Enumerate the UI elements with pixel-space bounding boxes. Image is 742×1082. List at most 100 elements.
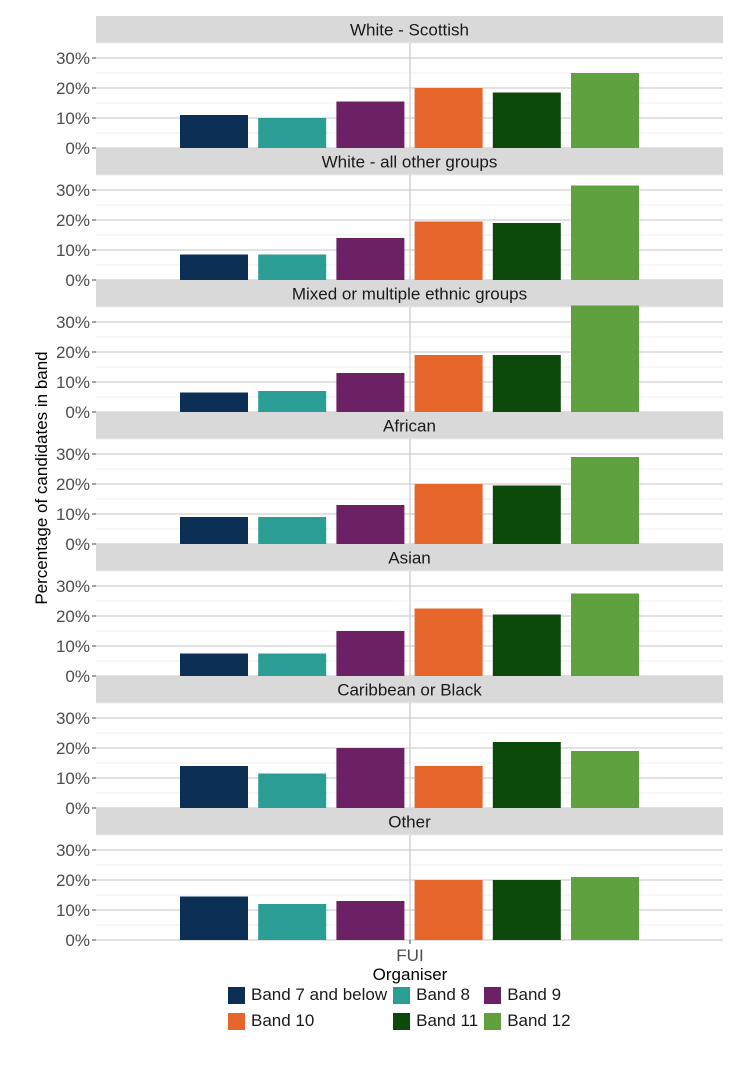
legend-swatch bbox=[228, 986, 245, 1004]
legend-item: Band 11 bbox=[393, 1011, 478, 1031]
y-tick-label: 10% bbox=[56, 637, 90, 656]
legend-item: Band 10 bbox=[228, 1011, 387, 1031]
y-tick-label: 30% bbox=[56, 49, 90, 68]
bar-band-8 bbox=[258, 773, 327, 808]
facet-title: Caribbean or Black bbox=[337, 681, 482, 700]
y-tick-label: 30% bbox=[56, 709, 90, 728]
bar-band-10 bbox=[414, 880, 483, 940]
legend-item: Band 9 bbox=[484, 985, 570, 1005]
y-tick-label: 20% bbox=[56, 607, 90, 626]
legend-item: Band 12 bbox=[484, 1011, 571, 1031]
y-tick-label: 30% bbox=[56, 841, 90, 860]
y-tick-label: 20% bbox=[56, 343, 90, 362]
bar-band-7-and-below bbox=[180, 653, 248, 676]
y-tick-label: 30% bbox=[56, 445, 90, 464]
bar-band-10 bbox=[414, 766, 483, 808]
bar-band-11 bbox=[492, 223, 561, 280]
facet-strip bbox=[96, 148, 723, 175]
y-tick-label: 10% bbox=[56, 109, 90, 128]
bar-band-9 bbox=[336, 748, 405, 808]
legend-label: Band 9 bbox=[507, 985, 562, 1004]
bar-band-12 bbox=[571, 877, 639, 940]
facet-title: White - all other groups bbox=[322, 153, 498, 172]
bar-band-12 bbox=[571, 73, 639, 148]
bar-band-10 bbox=[414, 221, 483, 280]
facet-title: African bbox=[383, 417, 436, 436]
y-tick-label: 20% bbox=[56, 79, 90, 98]
bar-band-9 bbox=[336, 101, 405, 148]
bar-band-9 bbox=[336, 901, 405, 940]
bar-band-7-and-below bbox=[180, 517, 248, 544]
bar-band-11 bbox=[492, 355, 561, 412]
x-axis-title: Organiser bbox=[373, 965, 448, 984]
facet-strip bbox=[96, 544, 723, 571]
facet-title: Asian bbox=[388, 549, 431, 568]
y-tick-label: 20% bbox=[56, 475, 90, 494]
y-tick-label: 0% bbox=[65, 799, 90, 818]
bar-band-12 bbox=[571, 751, 639, 808]
bar-band-10 bbox=[414, 608, 483, 676]
facet-strip bbox=[96, 16, 723, 43]
y-tick-label: 10% bbox=[56, 769, 90, 788]
facet-title: Mixed or multiple ethnic groups bbox=[292, 285, 527, 304]
y-tick-label: 30% bbox=[56, 313, 90, 332]
bar-band-7-and-below bbox=[180, 896, 248, 940]
bar-band-9 bbox=[336, 631, 405, 676]
y-tick-label: 0% bbox=[65, 667, 90, 686]
x-tick-label: FUI bbox=[396, 946, 423, 965]
bar-band-8 bbox=[258, 517, 327, 544]
bar-band-11 bbox=[492, 880, 561, 940]
y-tick-label: 20% bbox=[56, 211, 90, 230]
legend-swatch bbox=[484, 986, 502, 1004]
y-tick-label: 10% bbox=[56, 901, 90, 920]
facet-strip bbox=[96, 676, 723, 703]
y-tick-label: 10% bbox=[56, 241, 90, 260]
bar-band-10 bbox=[414, 484, 483, 544]
y-tick-label: 10% bbox=[56, 505, 90, 524]
bar-band-8 bbox=[258, 118, 327, 148]
bar-band-11 bbox=[492, 742, 561, 808]
y-tick-label: 10% bbox=[56, 373, 90, 392]
facet-strip bbox=[96, 412, 723, 439]
bar-band-11 bbox=[492, 92, 561, 148]
legend-swatch bbox=[484, 1012, 502, 1030]
y-axis-title: Percentage of candidates in band bbox=[32, 351, 51, 604]
bar-band-10 bbox=[414, 88, 483, 148]
facet-title: White - Scottish bbox=[350, 21, 469, 40]
bar-band-9 bbox=[336, 505, 405, 544]
y-tick-label: 0% bbox=[65, 535, 90, 554]
bar-band-7-and-below bbox=[180, 115, 248, 148]
bar-band-12 bbox=[571, 457, 639, 544]
legend-label: Band 8 bbox=[416, 985, 470, 1004]
y-tick-label: 30% bbox=[56, 577, 90, 596]
y-tick-label: 0% bbox=[65, 271, 90, 290]
bar-band-10 bbox=[414, 355, 483, 412]
bar-band-11 bbox=[492, 614, 561, 676]
legend-label: Band 11 bbox=[416, 1011, 479, 1030]
bar-band-8 bbox=[258, 904, 327, 940]
legend-grid: Band 7 and below Band 8 Band 9 Band 10 Band … bbox=[228, 985, 571, 1031]
bar-band-9 bbox=[336, 373, 405, 412]
faceted-bar-chart: White - Scottish 0% 10% 20% 30% White - all o… bbox=[32, 16, 723, 984]
legend-item: Band 7 and below bbox=[228, 985, 387, 1005]
bar-band-11 bbox=[492, 485, 561, 544]
legend-swatch bbox=[393, 1012, 411, 1030]
facet-title: Other bbox=[388, 813, 431, 832]
bar-band-9 bbox=[336, 238, 405, 280]
bar-band-7-and-below bbox=[180, 392, 248, 412]
bar-band-7-and-below bbox=[180, 766, 248, 808]
bar-band-8 bbox=[258, 254, 327, 280]
facet-strip bbox=[96, 280, 723, 307]
y-tick-label: 0% bbox=[65, 403, 90, 422]
y-tick-label: 0% bbox=[65, 139, 90, 158]
legend-swatch bbox=[393, 986, 411, 1004]
legend-label: Band 12 bbox=[507, 1011, 571, 1030]
legend: Band 7 and below Band 8 Band 9 Band 10 Band … bbox=[0, 985, 742, 1031]
bar-band-8 bbox=[258, 391, 327, 412]
legend-item: Band 8 bbox=[393, 985, 478, 1005]
y-tick-label: 20% bbox=[56, 739, 90, 758]
y-tick-label: 30% bbox=[56, 181, 90, 200]
bar-band-12 bbox=[571, 593, 639, 676]
y-tick-label: 20% bbox=[56, 871, 90, 890]
legend-swatch bbox=[228, 1012, 245, 1030]
